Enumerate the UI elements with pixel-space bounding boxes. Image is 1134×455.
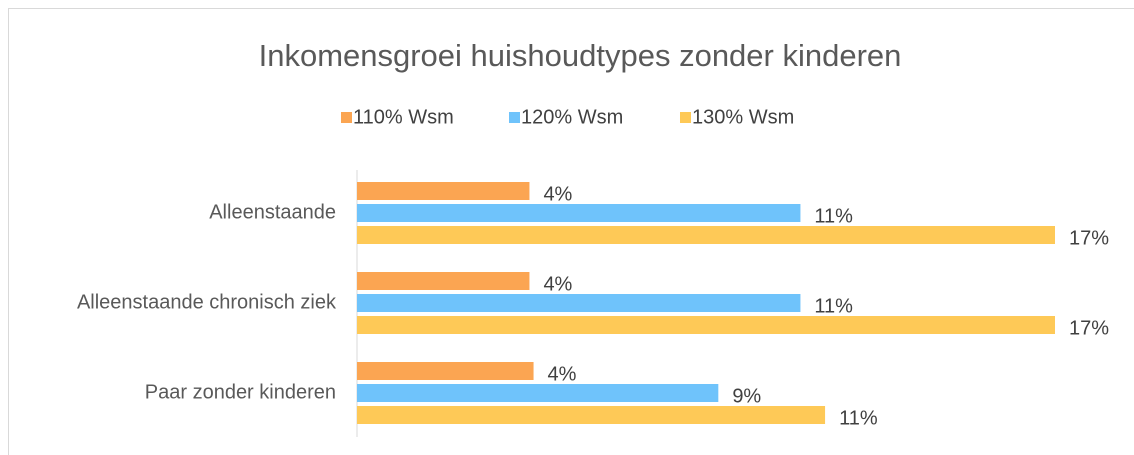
category-label: Alleenstaande xyxy=(209,201,336,223)
legend-swatch xyxy=(509,112,520,123)
data-label: 9% xyxy=(732,385,761,407)
bar xyxy=(357,362,534,380)
data-label: 11% xyxy=(814,295,853,317)
category-label: Alleenstaande chronisch ziek xyxy=(77,291,337,313)
chart-title: Inkomensgroei huishoudtypes zonder kinde… xyxy=(259,38,902,73)
legend-label: 130% Wsm xyxy=(692,106,794,128)
data-label: 17% xyxy=(1069,227,1109,249)
data-label: 4% xyxy=(543,273,572,295)
data-label: 4% xyxy=(543,183,572,205)
bar xyxy=(357,182,530,200)
data-label: 17% xyxy=(1069,317,1109,339)
bar xyxy=(357,316,1055,334)
legend-label: 120% Wsm xyxy=(521,106,623,128)
bar xyxy=(357,204,801,222)
data-label: 11% xyxy=(839,407,878,429)
legend-swatch xyxy=(680,112,691,123)
data-label: 4% xyxy=(548,363,577,385)
data-label: 11% xyxy=(814,205,853,227)
legend-swatch xyxy=(341,112,352,123)
bar xyxy=(357,272,530,290)
bar xyxy=(357,294,801,312)
bar xyxy=(357,384,719,402)
category-label: Paar zonder kinderen xyxy=(145,381,336,403)
bar xyxy=(357,226,1055,244)
legend-label: 110% Wsm xyxy=(353,106,454,128)
bar xyxy=(357,406,826,424)
